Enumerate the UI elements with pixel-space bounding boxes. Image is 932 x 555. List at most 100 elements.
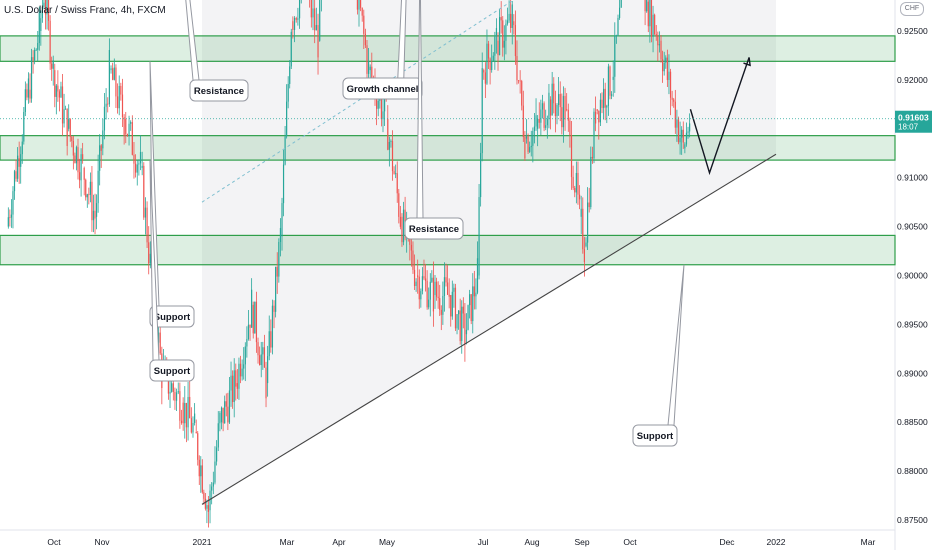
candle-body <box>481 68 483 154</box>
callout-label: Support <box>637 431 674 442</box>
candle-body <box>583 249 585 263</box>
callout-box[interactable] <box>149 359 195 382</box>
time-axis[interactable]: Oct Nov 2021 Mar Apr May Jul Aug Sep Oct Dec 2022 Ma… <box>47 537 875 547</box>
candle-body <box>146 207 148 243</box>
candle-body <box>506 20 509 24</box>
candle-body <box>10 214 13 218</box>
candle-body <box>78 172 81 181</box>
candle-body <box>279 228 282 242</box>
candle-body <box>195 431 197 434</box>
candle-body <box>116 96 119 109</box>
candle-body <box>297 18 299 20</box>
candle-body <box>418 276 420 300</box>
candle-body <box>65 108 67 110</box>
candle-body <box>295 18 297 20</box>
candle-body <box>169 391 171 394</box>
candle-body <box>541 103 544 110</box>
projection-arrowhead <box>743 57 751 67</box>
time-tick-label: Mar <box>861 537 876 547</box>
candle-body <box>61 86 64 124</box>
candle-body <box>136 164 138 173</box>
callout-box[interactable] <box>632 424 678 447</box>
channel-fill-layer <box>202 0 776 505</box>
candle-body <box>317 24 319 58</box>
candle-body <box>617 18 619 36</box>
candle-body <box>366 45 368 74</box>
candle-body <box>257 342 259 356</box>
candle-body <box>666 57 668 80</box>
callout-box[interactable] <box>189 79 249 102</box>
candle-body <box>585 242 587 247</box>
candle-body <box>393 171 395 174</box>
candle-body <box>513 21 515 26</box>
candle-body <box>267 356 269 384</box>
candle-body <box>271 305 274 348</box>
candle-body <box>7 217 9 227</box>
candle-body <box>9 217 11 219</box>
price-tick-label: 0.91000 <box>897 173 928 183</box>
channel-midline[interactable] <box>201 0 776 203</box>
candle-body <box>440 309 442 315</box>
candle-body <box>607 66 609 106</box>
candle-body <box>465 329 468 335</box>
candle-body <box>184 402 186 424</box>
candle-body <box>647 1 649 27</box>
support-zone[interactable] <box>0 234 896 266</box>
candle-body <box>21 141 23 155</box>
candle-body <box>446 282 449 295</box>
candle-body <box>390 141 392 142</box>
candle-body <box>144 207 147 218</box>
currency-badge[interactable]: CHF <box>900 2 924 16</box>
candle-body <box>502 20 504 48</box>
support-zone[interactable] <box>0 35 896 62</box>
candle-body <box>611 94 613 96</box>
callout-pointer <box>397 0 407 79</box>
candle-body <box>530 145 532 148</box>
candle-body <box>567 109 569 121</box>
projection-path[interactable] <box>689 57 750 176</box>
last-price-badge[interactable] <box>895 110 932 133</box>
channel-lower-line[interactable] <box>201 153 777 505</box>
candle-body <box>570 135 573 177</box>
candle-body <box>401 216 403 243</box>
candle-body <box>197 433 199 460</box>
candle-body <box>458 310 460 315</box>
candle-body <box>174 391 176 401</box>
candle-body <box>356 0 358 10</box>
price-tick-label: 0.89000 <box>897 368 928 378</box>
candle-body <box>615 35 617 37</box>
candle-body <box>677 119 680 143</box>
candle-body <box>77 147 79 173</box>
candle-body <box>220 407 223 423</box>
callout-box[interactable] <box>149 305 195 328</box>
candle-body <box>95 203 98 217</box>
candle-body <box>214 461 216 483</box>
candle-body <box>679 137 681 143</box>
candle-body <box>442 295 444 315</box>
candle-body <box>591 156 593 159</box>
candle-body <box>26 89 28 98</box>
candle-body <box>564 95 566 120</box>
candle-body <box>254 301 256 334</box>
candle-body <box>551 83 553 116</box>
candle-body <box>682 129 684 143</box>
candle-body <box>451 291 453 317</box>
candle-body <box>575 172 577 193</box>
candle-body <box>437 296 439 299</box>
candle-body <box>588 202 590 208</box>
candle-body <box>198 459 200 477</box>
candle-body <box>369 66 371 71</box>
candle-body <box>371 66 373 79</box>
support-zone[interactable] <box>0 135 896 161</box>
candle-body <box>558 94 560 105</box>
candle-body <box>614 35 616 77</box>
candle-body <box>470 294 472 322</box>
candle-body <box>561 107 563 128</box>
callout-pointer <box>149 160 160 361</box>
candle-body <box>20 154 22 167</box>
candle-body <box>562 95 565 128</box>
candle-body <box>596 109 598 111</box>
time-tick-label: Aug <box>524 537 539 547</box>
callout-box[interactable] <box>404 217 464 240</box>
